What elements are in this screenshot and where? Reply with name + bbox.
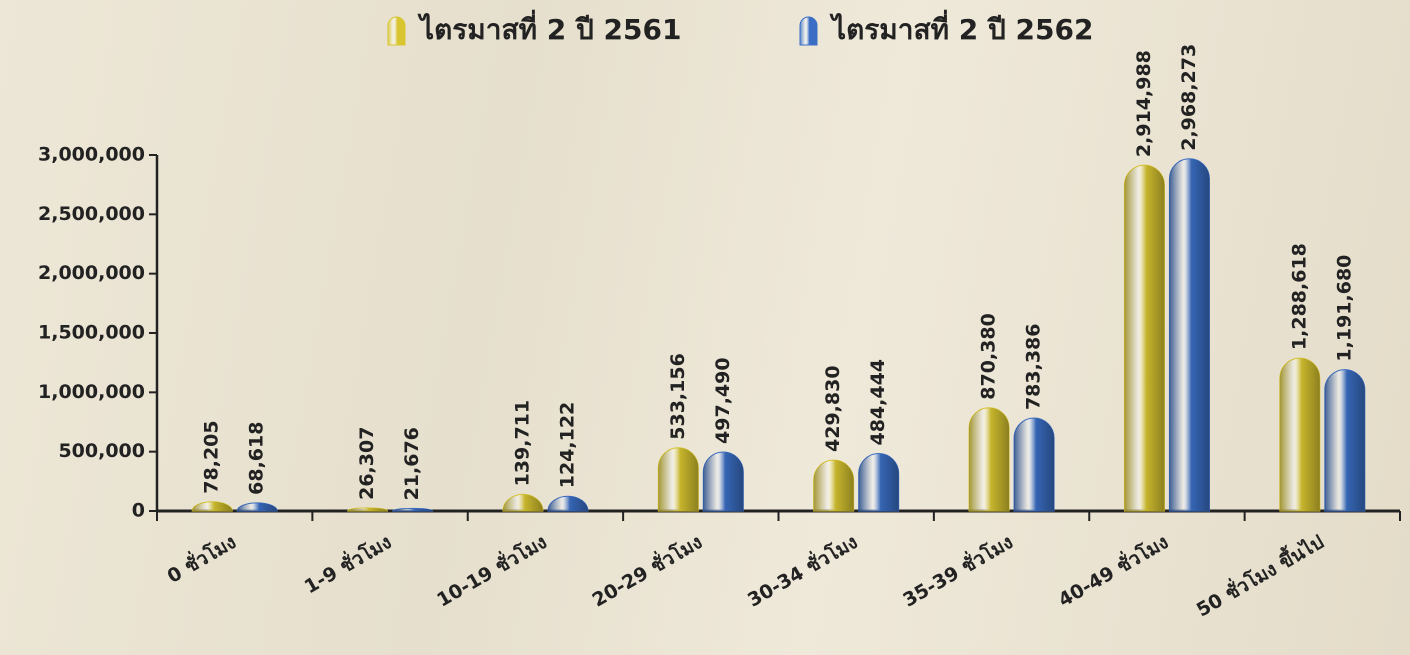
- bar-shade: [703, 451, 744, 511]
- data-label: 1,191,680: [1333, 255, 1355, 362]
- legend-text: ไตรมาสที่ 2 ปี 2562: [829, 9, 1093, 46]
- x-tick-label: 0 ชั่วโมง: [162, 528, 240, 587]
- bar-shade: [1324, 369, 1365, 511]
- data-label: 533,156: [667, 353, 689, 440]
- x-tick-label: 10-19 ชั่วโมง: [432, 528, 551, 611]
- legend-text: ไตรมาสที่ 2 ปี 2561: [417, 9, 681, 46]
- data-label: 68,618: [246, 422, 268, 495]
- data-label: 1,288,618: [1288, 243, 1310, 350]
- bar-shade: [658, 447, 699, 511]
- x-tick-label: 30-34 ชั่วโมง: [742, 528, 861, 611]
- y-tick-label: 500,000: [58, 440, 145, 462]
- bar-shade: [237, 502, 278, 511]
- bar-shade: [1124, 165, 1165, 511]
- x-tick-label: 35-39 ชั่วโมง: [898, 528, 1017, 611]
- data-label: 139,711: [511, 400, 533, 487]
- bar-shade: [1169, 158, 1210, 511]
- data-label: 26,307: [356, 427, 378, 500]
- bar-shade: [547, 496, 588, 511]
- x-tick-label: 20-29 ชั่วโมง: [587, 528, 706, 611]
- y-tick-label: 1,000,000: [38, 381, 145, 403]
- bar-shade: [858, 453, 899, 511]
- bar-shade: [1279, 358, 1320, 511]
- bar-shade: [1014, 418, 1055, 511]
- data-label: 484,444: [867, 359, 889, 446]
- x-tick-label: 1-9 ชั่วโมง: [299, 528, 395, 598]
- y-tick-label: 0: [132, 500, 145, 522]
- data-label: 2,914,988: [1133, 50, 1155, 157]
- bar-shade: [192, 501, 233, 511]
- legend-swatch: [799, 16, 818, 46]
- data-label: 78,205: [201, 420, 223, 493]
- legend-swatch: [387, 16, 406, 46]
- y-tick-label: 1,500,000: [38, 322, 145, 344]
- data-label: 870,380: [978, 313, 1000, 400]
- x-tick-label: 50 ชั่วโมง ขึ้นไป: [1191, 528, 1328, 622]
- y-tick-label: 2,000,000: [38, 262, 145, 284]
- data-label: 21,676: [401, 427, 423, 500]
- bar-shade: [969, 407, 1010, 511]
- y-tick-label: 2,500,000: [38, 203, 145, 225]
- data-label: 2,968,273: [1178, 44, 1200, 151]
- data-label: 429,830: [822, 365, 844, 452]
- data-label: 124,122: [556, 402, 578, 489]
- bar-shade: [347, 507, 388, 511]
- bar-shade: [813, 459, 854, 511]
- data-label: 497,490: [712, 357, 734, 444]
- y-tick-label: 3,000,000: [38, 144, 145, 166]
- bar-shade: [392, 508, 433, 511]
- x-tick-label: 40-49 ชั่วโมง: [1053, 528, 1172, 611]
- bar-shade: [502, 494, 543, 511]
- data-label: 783,386: [1023, 323, 1045, 410]
